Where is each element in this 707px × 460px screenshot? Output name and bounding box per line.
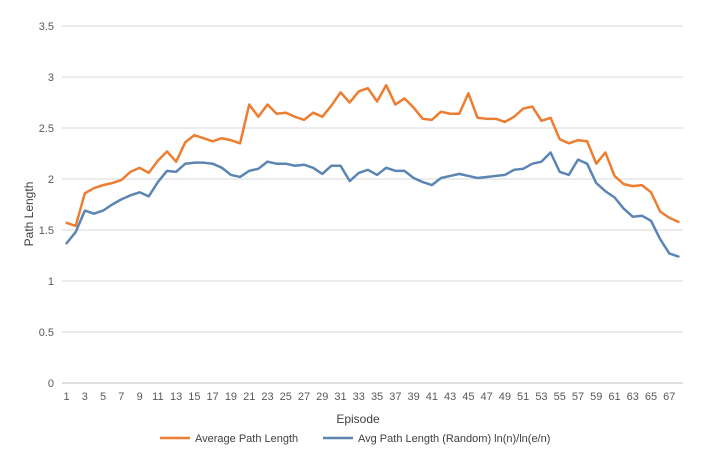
x-tick-label: 47 xyxy=(481,391,493,403)
x-tick-label: 51 xyxy=(517,391,529,403)
x-tick-label: 23 xyxy=(261,391,273,403)
x-axis-title: Episode xyxy=(336,412,380,426)
x-tick-label: 35 xyxy=(371,391,383,403)
x-tick-label: 57 xyxy=(572,391,584,403)
y-tick-label: 1 xyxy=(48,276,54,288)
x-tick-label: 19 xyxy=(225,391,237,403)
x-tick-label: 33 xyxy=(353,391,365,403)
x-tick-label: 49 xyxy=(499,391,511,403)
y-tick-label: 3 xyxy=(48,72,54,84)
x-tick-label: 31 xyxy=(334,391,346,403)
y-tick-label: 3.5 xyxy=(39,21,54,33)
x-tick-label: 65 xyxy=(645,391,657,403)
x-tick-label: 25 xyxy=(280,391,292,403)
legend-label-random-path-length: Avg Path Length (Random) ln(n)/ln(e/n) xyxy=(358,433,550,445)
x-tick-label: 27 xyxy=(298,391,310,403)
legend-label-average-path-length: Average Path Length xyxy=(195,433,298,445)
x-tick-label: 67 xyxy=(663,391,675,403)
x-tick-label: 21 xyxy=(243,391,255,403)
x-tick-label: 63 xyxy=(627,391,639,403)
y-tick-label: 0.5 xyxy=(39,327,54,339)
x-tick-label: 39 xyxy=(407,391,419,403)
x-tick-label: 3 xyxy=(82,391,88,403)
x-tick-label: 59 xyxy=(590,391,602,403)
x-tick-label: 7 xyxy=(118,391,124,403)
gridlines xyxy=(62,25,683,384)
y-axis-ticks: 0 0.5 1 1.5 2 2.5 3 3.5 xyxy=(39,21,54,390)
x-tick-label: 5 xyxy=(100,391,106,403)
x-tick-label: 15 xyxy=(188,391,200,403)
y-tick-label: 0 xyxy=(48,378,54,390)
x-tick-label: 55 xyxy=(554,391,566,403)
y-tick-label: 2 xyxy=(48,174,54,186)
x-tick-label: 1 xyxy=(64,391,70,403)
x-tick-label: 13 xyxy=(170,391,182,403)
x-tick-label: 37 xyxy=(389,391,401,403)
y-tick-label: 1.5 xyxy=(39,225,54,237)
series-lines xyxy=(65,83,680,258)
x-tick-label: 17 xyxy=(207,391,219,403)
x-tick-label: 29 xyxy=(316,391,328,403)
series-line-average-path-length xyxy=(65,83,680,228)
x-tick-label: 45 xyxy=(462,391,474,403)
legend: Average Path Length Avg Path Length (Ran… xyxy=(160,433,550,445)
x-axis-ticks: 1 3 5 7 9 11 13 15 17 19 21 23 25 27 29 31 33 35 37 39 41 43 4… xyxy=(64,391,676,403)
x-tick-label: 61 xyxy=(608,391,620,403)
x-tick-label: 43 xyxy=(444,391,456,403)
series-line-random-path-length xyxy=(65,151,680,258)
x-tick-label: 41 xyxy=(426,391,438,403)
y-tick-label: 2.5 xyxy=(39,123,54,135)
y-axis-title: Path Length xyxy=(22,182,36,247)
x-tick-label: 11 xyxy=(152,391,163,403)
x-tick-label: 9 xyxy=(137,391,143,403)
x-tick-label: 53 xyxy=(535,391,547,403)
